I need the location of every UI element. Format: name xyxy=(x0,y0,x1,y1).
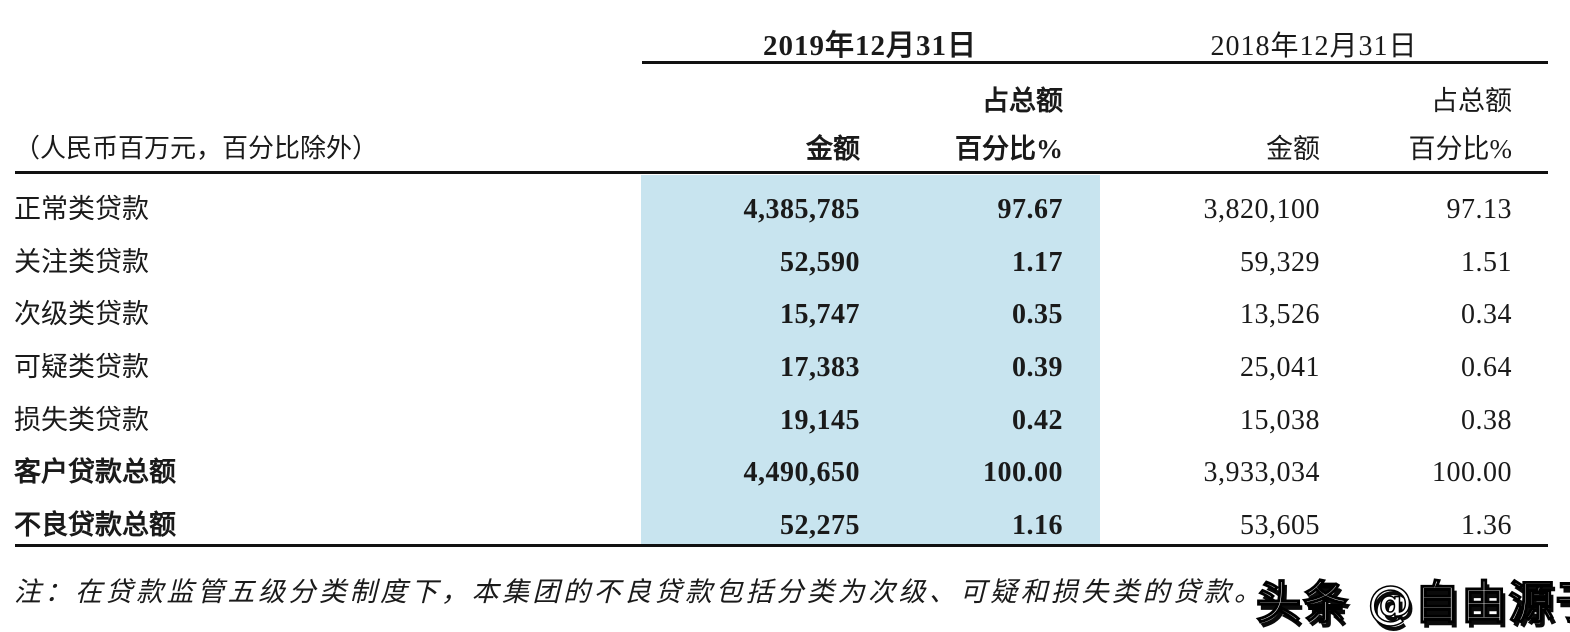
pct-2018: 1.36 xyxy=(1461,510,1512,541)
row-label: 客户贷款总额 xyxy=(14,457,176,487)
amount-2018: 13,526 xyxy=(1240,299,1320,330)
unit-label: （人民币百万元，百分比除外） xyxy=(14,134,379,163)
row-label: 正常类贷款 xyxy=(14,194,149,224)
amount-2019: 4,490,650 xyxy=(743,457,860,488)
column-header-period-2019: 2019年12月31日 xyxy=(762,30,977,62)
column-header-pct-2019: 百分比% xyxy=(955,134,1063,164)
amount-2018: 15,038 xyxy=(1240,405,1320,436)
table-row: 可疑类贷款 17,383 0.39 25,041 0.64 xyxy=(0,341,1570,394)
amount-2018: 3,933,034 xyxy=(1203,457,1320,488)
column-header-amount-2019: 金额 xyxy=(806,134,860,164)
subheader-rule xyxy=(15,171,1548,174)
amount-2019: 15,747 xyxy=(780,299,860,330)
amount-2018: 59,329 xyxy=(1240,247,1320,278)
subheader-row-1: 占总额 占总额 xyxy=(0,84,1570,118)
header-rule xyxy=(642,61,1548,64)
pct-2019: 100.00 xyxy=(983,457,1063,488)
column-header-pct-2018: 百分比% xyxy=(1408,134,1513,164)
table-row: 损失类贷款 19,145 0.42 15,038 0.38 xyxy=(0,394,1570,447)
row-label: 可疑类贷款 xyxy=(14,352,149,382)
column-header-pct-top-2018: 占总额 xyxy=(1431,86,1512,116)
column-header-pct-top-2019: 占总额 xyxy=(982,86,1063,116)
column-header-period-2018: 2018年12月31日 xyxy=(1210,31,1418,62)
pct-2018: 1.51 xyxy=(1461,247,1512,278)
row-label: 关注类贷款 xyxy=(14,247,149,277)
pct-2019: 1.17 xyxy=(1012,247,1063,278)
pct-2018: 100.00 xyxy=(1432,457,1512,488)
pct-2018: 0.34 xyxy=(1461,299,1512,330)
pct-2018: 97.13 xyxy=(1446,194,1512,225)
table-row-total-npl: 不良贷款总额 52,275 1.16 53,605 1.36 xyxy=(0,499,1570,552)
amount-2018: 53,605 xyxy=(1240,510,1320,541)
subheader-row-2: （人民币百万元，百分比除外） 金额 百分比% 金额 百分比% xyxy=(0,132,1570,166)
table-row: 关注类贷款 52,590 1.17 59,329 1.51 xyxy=(0,236,1570,289)
table-bottom-rule xyxy=(15,544,1548,547)
highlight-2019-columns xyxy=(641,175,1100,545)
pct-2019: 1.16 xyxy=(1012,510,1063,541)
amount-2019: 52,275 xyxy=(780,510,860,541)
amount-2019: 4,385,785 xyxy=(743,194,860,225)
table-row: 次级类贷款 15,747 0.35 13,526 0.34 xyxy=(0,288,1570,341)
pct-2019: 0.42 xyxy=(1012,405,1063,436)
footnote: 注：在贷款监管五级分类制度下，本集团的不良贷款包括分类为次级、可疑和损失类的贷款… xyxy=(14,577,1265,607)
pct-2019: 0.35 xyxy=(1012,299,1063,330)
amount-2018: 3,820,100 xyxy=(1203,194,1320,225)
pct-2019: 0.39 xyxy=(1012,352,1063,383)
amount-2018: 25,041 xyxy=(1240,352,1320,383)
toutiao-watermark: 头条 @自由源于 xyxy=(1255,575,1570,630)
amount-2019: 17,383 xyxy=(780,352,860,383)
table-row: 正常类贷款 4,385,785 97.67 3,820,100 97.13 xyxy=(0,183,1570,236)
row-label: 损失类贷款 xyxy=(14,405,149,435)
amount-2019: 19,145 xyxy=(780,405,860,436)
column-header-amount-2018: 金额 xyxy=(1266,134,1320,164)
table-row-total-loans: 客户贷款总额 4,490,650 100.00 3,933,034 100.00 xyxy=(0,446,1570,499)
amount-2019: 52,590 xyxy=(780,247,860,278)
pct-2019: 97.67 xyxy=(997,194,1063,225)
pct-2018: 0.38 xyxy=(1461,405,1512,436)
pct-2018: 0.64 xyxy=(1461,352,1512,383)
row-label: 次级类贷款 xyxy=(14,299,149,329)
row-label: 不良贷款总额 xyxy=(14,510,176,540)
